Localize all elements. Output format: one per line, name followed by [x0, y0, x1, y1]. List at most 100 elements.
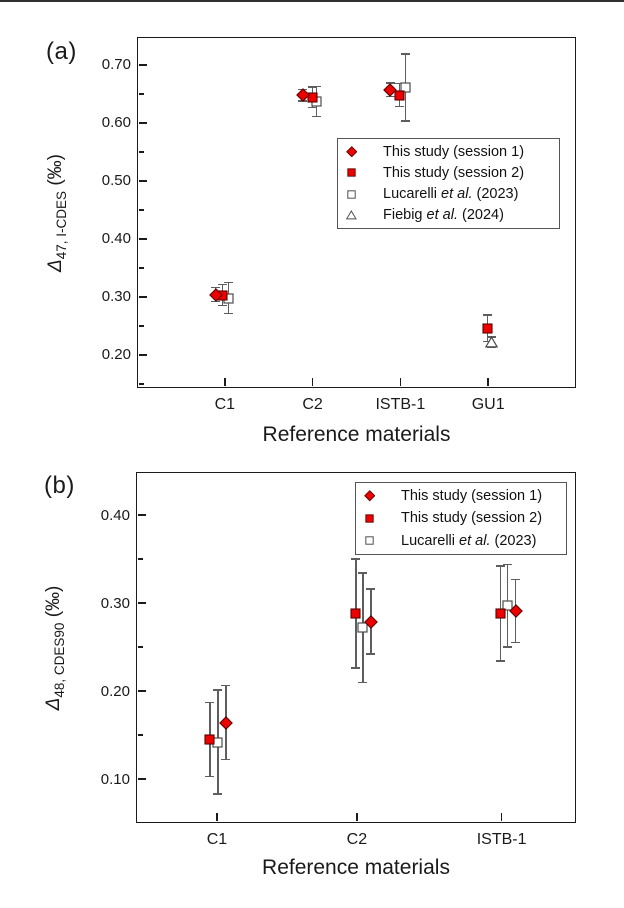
- x-axis-title-a: Reference materials: [262, 423, 451, 446]
- y-major-tick: [139, 122, 147, 124]
- error-bar-cap: [366, 588, 376, 590]
- legend-marker: [343, 189, 360, 199]
- error-bar-cap: [358, 572, 368, 574]
- legend-marker: [361, 514, 378, 523]
- error-bar-cap: [496, 565, 506, 567]
- legend-entry: Lucarelli et al. (2023): [356, 531, 566, 551]
- error-bar-cap: [308, 107, 318, 109]
- x-category-label: ISTB-1: [476, 831, 527, 848]
- x-tick: [399, 378, 402, 386]
- legend-label: This study (session 2): [401, 510, 543, 527]
- error-bar-cap: [224, 281, 234, 284]
- data-point-square-open: [502, 600, 513, 611]
- y-minor-tick: [138, 734, 143, 736]
- y-axis-subscript: 47, I-CDES: [53, 190, 69, 260]
- error-bar-cap: [496, 660, 506, 662]
- triangle-open-icon: [346, 210, 357, 220]
- y-minor-tick: [138, 646, 143, 648]
- legend-marker: [343, 145, 360, 158]
- top-border-line: [0, 0, 624, 2]
- y-major-tick: [139, 296, 147, 298]
- error-bar-cap: [503, 563, 513, 566]
- y-minor-tick: [139, 151, 144, 153]
- x-tick: [311, 378, 314, 386]
- error-bar-cap: [211, 300, 221, 303]
- y-major-tick: [138, 514, 146, 516]
- x-category-label: ISTB-1: [375, 396, 426, 413]
- error-bar-cap: [205, 775, 215, 778]
- x-category-label: C1: [206, 831, 228, 848]
- diamond-red-icon: [345, 145, 358, 158]
- x-category-label: C2: [302, 396, 323, 413]
- legend-label: This study (session 2): [383, 164, 525, 181]
- data-point-diamond-red: [219, 715, 233, 730]
- legend-entry: This study (session 2): [356, 508, 566, 528]
- legend-entry: This study (session 1): [338, 142, 559, 162]
- panel-b-label: (b): [44, 472, 75, 499]
- error-bar-cap: [224, 313, 234, 315]
- error-bar-cap: [503, 646, 513, 648]
- y-minor-tick: [138, 558, 143, 560]
- error-bar-cap: [394, 105, 404, 108]
- legend-entry: This study (session 2): [338, 163, 559, 183]
- legend-b: This study (session 1) This study (sessio…: [355, 482, 567, 555]
- y-minor-tick: [139, 93, 144, 95]
- error-bar-cap: [366, 653, 376, 655]
- error-bar-cap: [351, 558, 361, 560]
- error-bar-cap: [482, 314, 492, 316]
- y-minor-tick: [139, 383, 144, 385]
- data-point-square-red: [350, 608, 361, 619]
- square-open-icon: [347, 189, 356, 199]
- error-bar-cap: [511, 578, 521, 580]
- y-tick-label: 0.20: [100, 682, 130, 700]
- y-axis-unit: (‰): [43, 585, 65, 623]
- x-tick: [356, 813, 358, 821]
- legend-label: Lucarelli et al. (2023): [383, 186, 519, 203]
- diamond-red-icon: [363, 490, 376, 502]
- data-point-square-red: [394, 89, 405, 101]
- error-bar-cap: [211, 286, 221, 289]
- x-category-label: GU1: [471, 396, 505, 413]
- data-point-square-red: [307, 92, 318, 103]
- y-tick-label: 0.20: [101, 346, 131, 364]
- y-major-tick: [139, 64, 147, 66]
- error-bar-cap: [312, 85, 322, 87]
- error-bar-cap: [213, 793, 223, 795]
- error-bar-cap: [482, 340, 492, 343]
- data-point-square-red: [482, 323, 493, 334]
- data-point-square-open: [357, 622, 368, 633]
- error-bar-cap: [400, 53, 410, 55]
- y-axis-title-b: Δ48, CDES90 (‰): [43, 586, 67, 711]
- y-major-tick: [139, 180, 147, 182]
- y-tick-label: 0.30: [101, 288, 131, 306]
- x-axis-title-b: Reference materials: [262, 856, 450, 879]
- error-bar-cap: [511, 641, 521, 644]
- data-point-diamond-red: [295, 88, 310, 102]
- square-red-icon: [365, 514, 374, 523]
- x-category-label: C2: [346, 831, 368, 848]
- data-point-square-red: [495, 608, 506, 619]
- x-tick: [487, 378, 489, 386]
- legend-label: This study (session 1): [383, 143, 525, 160]
- legend-entry: Fiebig et al. (2024): [338, 205, 559, 225]
- y-tick-label: 0.70: [101, 56, 131, 74]
- legend-marker: [343, 168, 360, 178]
- legend-entry: This study (session 1): [356, 486, 566, 506]
- error-bar-cap: [205, 701, 215, 704]
- error-bar-cap: [385, 96, 395, 98]
- error-bar-cap: [385, 82, 395, 84]
- legend-entry: Lucarelli et al. (2023): [338, 184, 559, 204]
- error-bar-cap: [358, 681, 368, 683]
- legend-marker: [361, 536, 378, 545]
- data-point-diamond-red: [208, 287, 223, 302]
- y-tick-label: 0.40: [101, 230, 131, 248]
- y-major-tick: [138, 602, 146, 604]
- error-bar-cap: [213, 689, 223, 691]
- delta-symbol: Δ: [43, 697, 65, 711]
- square-red-icon: [347, 168, 356, 178]
- panel-a-label: (a): [46, 38, 77, 65]
- y-minor-tick: [139, 209, 144, 211]
- y-tick-label: 0.10: [100, 770, 130, 788]
- y-major-tick: [138, 690, 146, 692]
